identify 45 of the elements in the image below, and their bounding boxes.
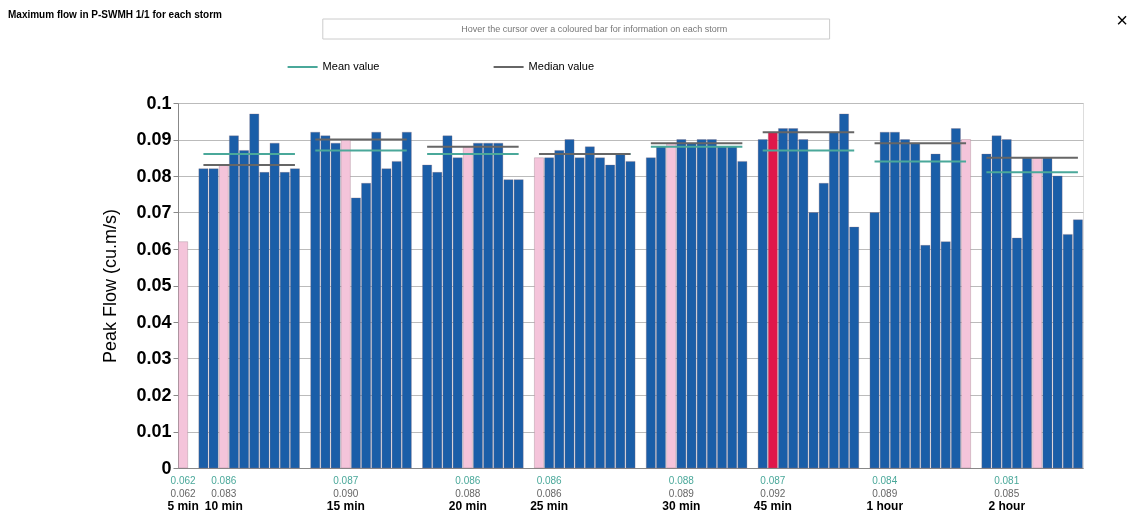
text: 0.086 [455, 475, 481, 486]
chart-title: Maximum flow in P-SWMH 1/1 for each storm [8, 9, 223, 20]
text: 0.062 [170, 475, 197, 486]
text: 0.086 [536, 475, 563, 486]
x-tick-label: 5 min [167, 498, 199, 513]
x-tick-label: 2 hour [988, 498, 1026, 513]
text: 0.087 [333, 475, 359, 486]
y-tick-label: 0 [161, 457, 172, 478]
y-tick-label: 0.07 [136, 202, 172, 222]
y-tick-label: 0.02 [136, 384, 172, 405]
text: 0.084 [872, 475, 898, 486]
legend-label: Median value [528, 60, 595, 72]
y-tick-label: 0.09 [136, 129, 172, 149]
legend-label: Mean value [322, 60, 380, 72]
text: 0.086 [536, 488, 563, 499]
y-tick-label: 0.03 [136, 348, 172, 368]
x-tick-label: 25 min [530, 498, 569, 513]
text: 0.089 [668, 488, 695, 499]
bar [178, 241, 188, 469]
chart-subtitle: Hover the cursor over a coloured bar for information on each storm [461, 24, 728, 34]
x-tick-label: 1 hour [866, 498, 904, 513]
y-tick-label: 0.04 [136, 311, 172, 332]
x-tick-label: 45 min [753, 498, 792, 513]
text: 0.081 [994, 475, 1020, 486]
x-tick-label: 10 min [204, 498, 243, 513]
text: 0.089 [872, 488, 898, 499]
x-tick-label: 30 min [662, 498, 701, 513]
text: × [1116, 9, 1128, 31]
text: 0.090 [333, 488, 359, 499]
text: 0.088 [668, 475, 695, 486]
text: 0.083 [211, 488, 237, 499]
text: 0.062 [170, 488, 197, 499]
x-tick-label: 20 min [448, 498, 487, 513]
y-tick-label: 0.1 [146, 92, 172, 113]
text: 0.085 [994, 488, 1020, 499]
y-tick-label: 0.01 [136, 421, 172, 441]
text: 0.087 [760, 475, 786, 486]
text: 0.088 [455, 488, 481, 499]
text: 0.092 [760, 488, 786, 499]
y-tick-label: 0.06 [136, 238, 172, 259]
x-tick-label: 15 min [326, 498, 365, 513]
text: 0.086 [211, 475, 237, 486]
y-tick-label: 0.08 [136, 165, 172, 186]
y-axis-title: Peak Flow (cu.m/s) [100, 208, 121, 364]
y-tick-label: 0.05 [136, 275, 172, 295]
